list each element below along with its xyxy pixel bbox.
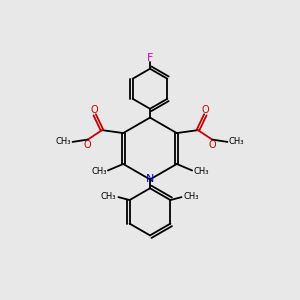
Text: CH₃: CH₃	[56, 137, 71, 146]
Text: CH₃: CH₃	[229, 137, 244, 146]
Text: O: O	[91, 105, 98, 115]
Text: CH₃: CH₃	[184, 192, 199, 201]
Text: N: N	[146, 174, 154, 184]
Text: F: F	[147, 53, 153, 63]
Text: O: O	[83, 140, 91, 150]
Text: CH₃: CH₃	[91, 167, 107, 176]
Text: O: O	[202, 105, 209, 115]
Text: O: O	[209, 140, 217, 150]
Text: CH₃: CH₃	[193, 167, 209, 176]
Text: CH₃: CH₃	[101, 192, 116, 201]
